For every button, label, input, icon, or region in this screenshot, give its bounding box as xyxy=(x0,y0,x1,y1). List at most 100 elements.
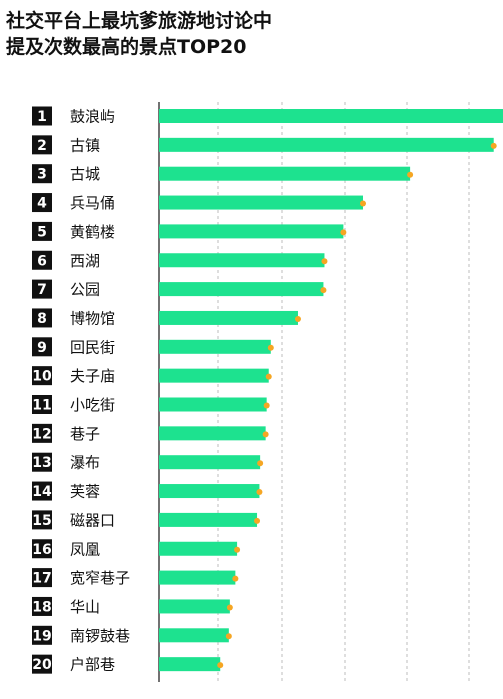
bar-end-dot xyxy=(232,575,239,582)
bar xyxy=(159,282,324,297)
bar-end-dot xyxy=(263,402,270,409)
title-line-2: 提及次数最高的景点TOP20 xyxy=(6,36,247,58)
bar-end-dot xyxy=(265,373,272,380)
category-label: 户部巷 xyxy=(70,656,115,674)
rank-badge xyxy=(32,596,52,616)
bar-end-dot xyxy=(340,229,347,236)
bar-end-dot xyxy=(217,662,224,669)
category-label: 夫子庙 xyxy=(70,367,115,385)
rank-label: 1 xyxy=(37,109,47,125)
category-label: 小吃街 xyxy=(70,396,115,414)
rank-badge xyxy=(32,481,52,501)
rank-badge xyxy=(32,510,52,530)
bar xyxy=(159,657,221,672)
rank-badge xyxy=(32,568,52,588)
category-label: 宽窄巷子 xyxy=(70,569,130,587)
labels-layer: 1 鼓浪屿 2 古镇 3 古城 4 兵马俑 5 黄鹤楼 6 西湖 7 公园 8 博物馆 9 回民街 10 夫子庙 11 小… xyxy=(32,106,130,674)
category-label: 鼓浪屿 xyxy=(70,108,115,126)
bar xyxy=(159,166,411,181)
rank-label: 20 xyxy=(32,657,52,673)
bar xyxy=(159,310,298,325)
bar xyxy=(159,599,230,614)
bar xyxy=(159,109,503,123)
bar xyxy=(159,426,266,441)
chart-title: 社交平台上最坑爹旅游地讨论中 提及次数最高的景点TOP20 xyxy=(6,8,272,60)
category-label: 芙蓉 xyxy=(70,483,100,501)
rank-badge xyxy=(32,164,52,184)
bar xyxy=(159,484,260,499)
category-label: 凤凰 xyxy=(70,540,100,558)
bar xyxy=(159,368,269,383)
bar xyxy=(159,253,325,268)
bar-end-dot xyxy=(226,604,233,611)
bar-end-dot xyxy=(490,142,497,149)
bar xyxy=(159,512,258,527)
category-label: 瀑布 xyxy=(70,454,100,472)
rank-label: 11 xyxy=(32,398,51,414)
category-label: 回民街 xyxy=(70,338,115,356)
bar xyxy=(159,397,267,412)
rank-badge xyxy=(32,106,52,126)
rank-label: 7 xyxy=(37,282,47,298)
rank-badge xyxy=(32,654,52,674)
category-label: 华山 xyxy=(70,598,100,616)
rank-badge xyxy=(32,337,52,357)
rank-label: 16 xyxy=(32,542,51,558)
bar xyxy=(159,224,344,239)
bar-end-dot xyxy=(359,200,366,207)
rank-badge xyxy=(32,423,52,443)
category-label: 兵马俑 xyxy=(70,194,115,212)
rank-label: 13 xyxy=(32,455,51,471)
bar xyxy=(159,628,229,643)
bar-end-dot xyxy=(225,633,232,640)
rank-badge xyxy=(32,135,52,155)
rank-label: 18 xyxy=(32,599,51,615)
bar-end-dot xyxy=(257,460,264,467)
bar-end-dot xyxy=(267,344,274,351)
rank-badge xyxy=(32,193,52,213)
rank-label: 10 xyxy=(32,369,52,385)
bar-end-dot xyxy=(254,517,261,524)
rank-badge xyxy=(32,250,52,270)
category-label: 西湖 xyxy=(70,252,100,270)
rank-label: 4 xyxy=(37,196,47,212)
category-label: 古城 xyxy=(70,165,100,183)
rank-label: 8 xyxy=(37,311,47,327)
rank-label: 15 xyxy=(32,513,51,529)
category-label: 公园 xyxy=(70,281,100,299)
grid-layer xyxy=(158,102,470,682)
bar xyxy=(159,455,261,470)
category-label: 南锣鼓巷 xyxy=(70,627,130,645)
bar xyxy=(159,137,494,152)
rank-label: 14 xyxy=(32,484,52,500)
category-label: 巷子 xyxy=(70,425,100,443)
rank-label: 6 xyxy=(37,253,47,269)
rank-label: 12 xyxy=(32,426,51,442)
bars-layer xyxy=(159,109,503,672)
category-label: 博物馆 xyxy=(70,309,115,327)
category-label: 黄鹤楼 xyxy=(70,223,115,241)
rank-badge xyxy=(32,625,52,645)
rank-badge xyxy=(32,221,52,241)
bar-end-dot xyxy=(407,171,414,178)
rank-badge xyxy=(32,539,52,559)
rank-badge xyxy=(32,366,52,386)
bar-end-dot xyxy=(234,546,241,553)
rank-label: 19 xyxy=(32,628,51,644)
rank-badge xyxy=(32,395,52,414)
bar-end-dot xyxy=(321,258,328,265)
bar xyxy=(159,339,271,354)
bar-end-dot xyxy=(256,489,263,496)
bar-end-dot xyxy=(320,287,327,294)
bar xyxy=(159,541,238,556)
rank-badge xyxy=(32,279,52,299)
category-label: 古镇 xyxy=(70,136,100,154)
rank-label: 5 xyxy=(37,224,47,240)
rank-label: 2 xyxy=(37,138,47,154)
rank-label: 3 xyxy=(37,167,47,183)
rank-label: 17 xyxy=(32,571,51,587)
rank-badge xyxy=(32,452,52,472)
bar-end-dot xyxy=(262,431,269,438)
rank-label: 9 xyxy=(37,340,47,356)
